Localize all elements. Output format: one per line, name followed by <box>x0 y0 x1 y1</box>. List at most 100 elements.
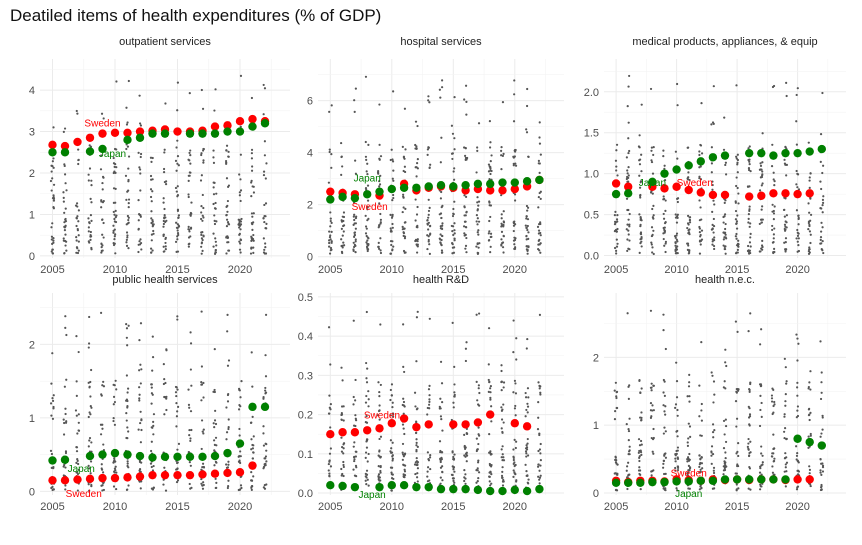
background-point <box>340 366 343 369</box>
background-point <box>190 201 193 204</box>
background-point <box>403 470 407 473</box>
background-point <box>735 489 738 492</box>
background-point <box>137 151 140 154</box>
background-point <box>758 424 762 428</box>
background-point <box>465 158 468 161</box>
background-point <box>514 199 517 202</box>
background-point <box>662 466 665 469</box>
background-point <box>737 239 740 242</box>
background-point <box>475 220 478 223</box>
x-tick-label: 2010 <box>103 501 127 513</box>
background-point <box>428 206 431 210</box>
background-point <box>809 432 812 436</box>
x-tick-label: 2020 <box>503 264 527 276</box>
x-tick-label: 2020 <box>785 264 809 276</box>
background-point <box>150 465 153 469</box>
background-point <box>113 213 116 216</box>
background-point <box>783 470 786 473</box>
background-point <box>77 421 80 424</box>
background-point <box>90 179 93 182</box>
background-point <box>366 478 369 481</box>
background-point <box>163 180 166 184</box>
background-point <box>698 231 701 234</box>
background-point <box>50 382 53 385</box>
background-point <box>126 460 129 463</box>
background-point <box>640 103 643 106</box>
background-point <box>125 231 129 234</box>
background-point <box>378 185 381 188</box>
series-label-sweden: Sweden <box>352 202 388 213</box>
background-point <box>539 459 542 462</box>
background-point <box>453 481 456 484</box>
background-point <box>514 150 517 153</box>
background-point <box>747 487 750 490</box>
background-point <box>758 189 762 192</box>
background-point <box>125 327 129 330</box>
background-point <box>782 208 786 212</box>
background-point <box>735 184 738 188</box>
background-point <box>200 419 204 422</box>
background-point <box>390 489 393 492</box>
background-point <box>674 403 678 406</box>
background-point <box>724 387 727 390</box>
background-point <box>215 244 218 247</box>
background-point <box>713 247 716 251</box>
background-point <box>820 473 823 476</box>
background-point <box>675 232 679 235</box>
background-point <box>415 457 418 460</box>
background-point <box>796 337 799 340</box>
background-point <box>200 88 203 92</box>
background-point <box>354 227 357 230</box>
background-point <box>638 213 641 216</box>
background-point <box>674 248 677 252</box>
point-sweden <box>473 418 483 427</box>
background-point <box>175 480 179 484</box>
background-point <box>663 452 666 456</box>
background-point <box>113 423 116 426</box>
point-japan <box>781 475 790 484</box>
background-point <box>190 428 193 432</box>
background-point <box>89 214 93 217</box>
background-point <box>342 211 346 214</box>
background-point <box>390 148 393 151</box>
point-sweden <box>781 189 790 198</box>
background-point <box>403 405 406 408</box>
background-point <box>761 245 764 249</box>
background-point <box>749 440 752 443</box>
background-point <box>686 457 689 461</box>
background-point <box>783 158 786 161</box>
background-point <box>50 486 53 490</box>
background-point <box>640 418 643 422</box>
x-tick-label: 2015 <box>441 501 465 513</box>
background-point <box>525 215 528 218</box>
background-point <box>700 152 704 155</box>
background-point <box>63 463 66 467</box>
series-label-sweden: Sweden <box>66 489 102 500</box>
background-point <box>638 455 641 458</box>
background-point <box>625 423 628 426</box>
background-point <box>488 471 491 474</box>
point-japan <box>805 437 814 447</box>
background-point <box>327 326 331 329</box>
background-point <box>239 74 243 77</box>
background-point <box>736 161 739 164</box>
background-point <box>330 230 333 233</box>
background-point <box>414 461 417 464</box>
point-japan <box>173 452 182 462</box>
background-point <box>89 197 92 200</box>
background-point <box>176 388 179 391</box>
background-point <box>52 394 55 397</box>
background-point <box>252 475 255 478</box>
background-point <box>440 456 443 459</box>
background-point <box>149 247 153 250</box>
background-point <box>252 444 255 447</box>
background-point <box>807 228 810 231</box>
background-point <box>463 445 466 449</box>
background-point <box>809 241 812 245</box>
point-sweden <box>424 420 433 429</box>
background-point <box>688 249 691 252</box>
background-point <box>51 248 54 251</box>
background-point <box>354 251 357 254</box>
